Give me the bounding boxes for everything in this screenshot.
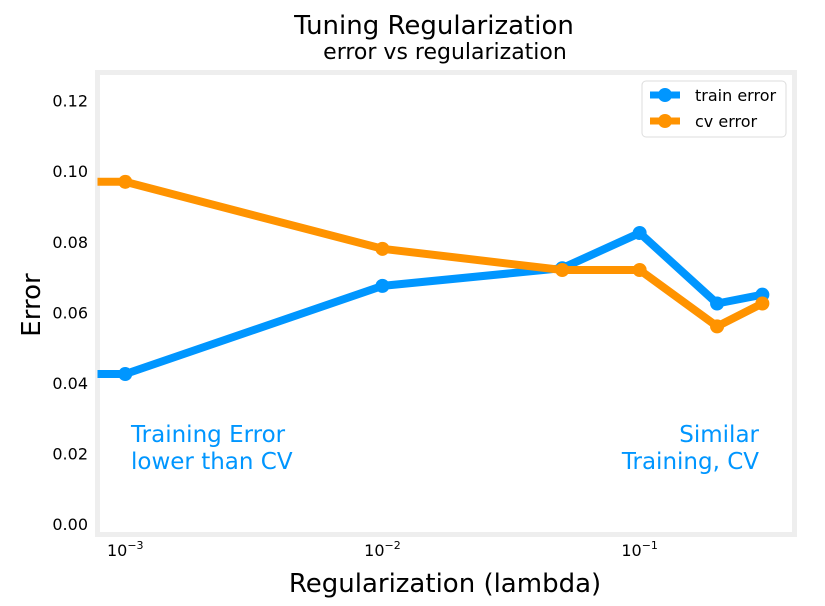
y-tick-label: 0.12 xyxy=(52,92,88,111)
y-tick-label: 0.02 xyxy=(52,444,88,463)
data-point xyxy=(632,225,647,240)
annotation-right: Similar Training, CV xyxy=(621,422,760,475)
annotation-left: Training Error lower than CV xyxy=(130,422,293,475)
data-point xyxy=(710,296,725,311)
y-tick-label: 0.06 xyxy=(52,303,88,322)
x-axis-label: Regularization (lambda) xyxy=(289,569,601,599)
data-point xyxy=(755,296,770,311)
x-tick-label: 10−1 xyxy=(621,539,658,560)
x-tick-label: 10−2 xyxy=(364,539,401,560)
x-tick-label: 10−3 xyxy=(107,539,144,560)
data-point xyxy=(375,278,390,293)
legend-train-marker xyxy=(658,88,672,102)
data-point xyxy=(555,262,570,277)
y-tick-label: 0.08 xyxy=(52,233,88,252)
annotation-left-line-2: lower than CV xyxy=(131,449,293,475)
legend-train-label: train error xyxy=(695,86,776,105)
annotation-right-line-1: Similar xyxy=(679,422,759,448)
annotation-right-line-2: Training, CV xyxy=(621,449,759,475)
plot-area xyxy=(95,70,797,537)
data-point xyxy=(710,319,725,334)
legend-cv-label: cv error xyxy=(695,112,758,131)
y-axis-ticks: 0.00 0.02 0.04 0.06 0.08 0.10 0.12 xyxy=(52,92,88,534)
data-point xyxy=(118,174,133,189)
series-cv-error xyxy=(97,174,770,334)
y-tick-label: 0.04 xyxy=(52,374,88,393)
x-axis-ticks: 10−3 10−2 10−1 xyxy=(107,539,658,560)
y-tick-label: 0.00 xyxy=(52,515,88,534)
data-point xyxy=(632,262,647,277)
legend: train error cv error xyxy=(641,80,787,138)
legend-cv-marker xyxy=(658,114,672,128)
series-layer xyxy=(97,174,770,382)
annotation-left-line-1: Training Error xyxy=(130,422,286,448)
y-axis-label: Error xyxy=(17,273,47,337)
y-tick-label: 0.10 xyxy=(52,162,88,181)
chart-title: Tuning Regularization xyxy=(293,11,574,41)
chart-subtitle: error vs regularization xyxy=(323,40,567,65)
data-point xyxy=(118,367,133,382)
data-point xyxy=(375,241,390,256)
